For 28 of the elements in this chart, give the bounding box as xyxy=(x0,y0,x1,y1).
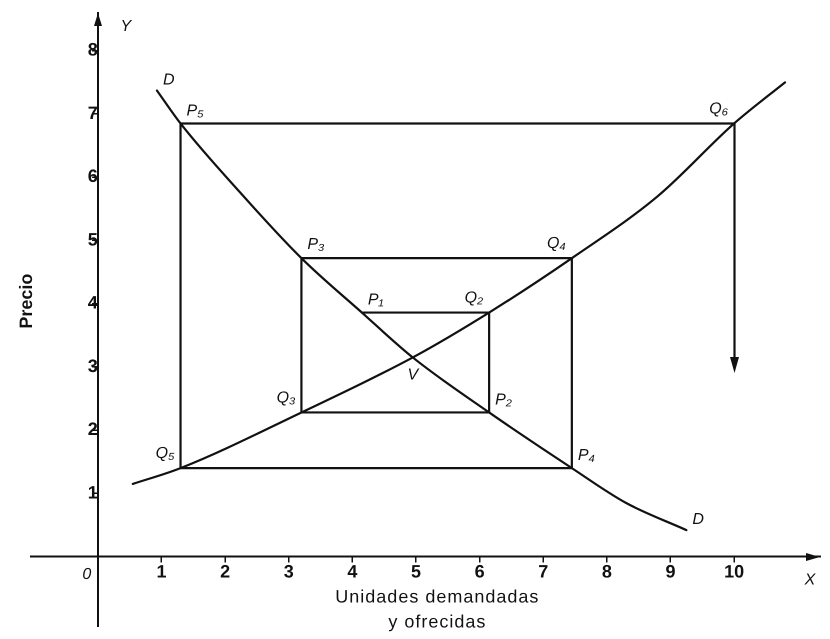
x-tick-label: 1 xyxy=(156,561,166,582)
annotation: Q₃ xyxy=(276,389,296,406)
annotation: V xyxy=(407,366,420,384)
annotation: D xyxy=(692,511,704,528)
x-tick-label: 5 xyxy=(410,561,421,582)
annotation: P₁ xyxy=(368,292,384,309)
annotation: P₄ xyxy=(578,447,595,464)
annotation: Q₄ xyxy=(546,235,566,252)
x-tick-label: 10 xyxy=(724,561,744,582)
annotation: D xyxy=(162,72,175,89)
annotation: P₂ xyxy=(495,391,512,408)
x-tick-label: 3 xyxy=(284,561,294,582)
annotation: X xyxy=(804,572,817,589)
annotation: 0 xyxy=(82,566,92,584)
y-axis-title: Precio xyxy=(16,274,36,329)
x-tick-label: 9 xyxy=(665,561,676,582)
x-tick-label: 8 xyxy=(602,561,612,582)
annotation: P₅ xyxy=(186,102,204,120)
annotation: Q₂ xyxy=(464,290,484,307)
annotation: P₃ xyxy=(307,236,324,254)
annotation: Q₅ xyxy=(156,445,176,462)
x-tick-label: 4 xyxy=(347,561,358,582)
x-tick-label: 2 xyxy=(220,561,230,582)
x-axis-title: Unidades demandadas y ofrecidas xyxy=(335,586,540,632)
annotation: Q₆ xyxy=(709,100,729,118)
x-tick-label: 7 xyxy=(538,561,548,582)
x-tick-label: 6 xyxy=(474,561,485,582)
annotation: Y xyxy=(120,18,132,35)
